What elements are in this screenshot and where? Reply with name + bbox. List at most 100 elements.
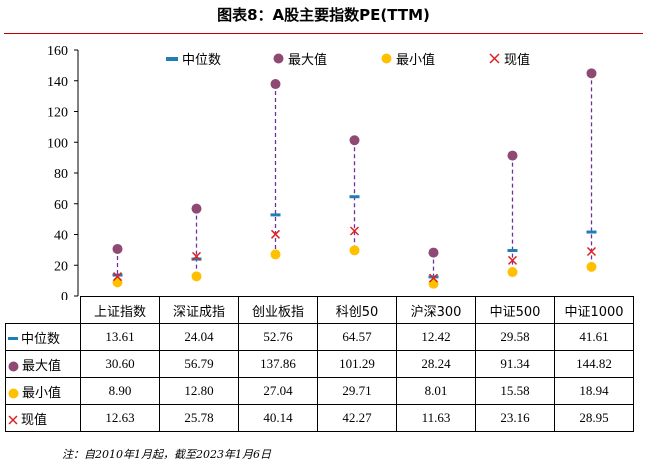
y-tick-label: 40 [54,229,68,244]
min-point [349,245,360,256]
table-row-max: 最大值 30.60 56.79 137.86 101.29 28.24 91.34 144.8… [5,350,634,378]
current-mark [112,272,123,282]
plot-area: 0 20 40 60 80 100 120 140 160 [47,44,597,300]
table-header: 沪深300 [396,296,476,324]
row-label-text: 现值 [21,412,48,428]
table-cell: 101.29 [317,350,397,378]
table-header: 中证500 [475,296,555,324]
y-tick-label: 60 [54,198,68,213]
table-cell: 28.24 [396,350,476,378]
table-cell: 15.58 [475,377,555,405]
row-label: 中位数 [5,323,81,351]
current-icon [8,413,21,428]
table-cell: 41.61 [554,323,634,351]
table-cell: 24.04 [159,323,239,351]
table-cell: 27.04 [238,377,318,405]
current-mark [586,246,597,257]
table-cell: 56.79 [159,350,239,378]
table-header: 创业板指 [238,296,318,324]
table-cell: 144.82 [554,350,634,378]
min-point [270,249,281,260]
table-header: 深证成指 [159,296,239,324]
median-mark [507,249,518,253]
row-label: 现值 [5,404,81,432]
max-point [112,243,123,254]
legend-label: 中位数 [182,53,222,68]
table-cell: 52.76 [238,323,318,351]
y-tick-label: 0 [61,290,68,300]
row-label-text: 最大值 [22,358,62,374]
legend-max: 最大值 [273,49,327,68]
row-label-text: 中位数 [21,331,61,347]
table-row-median: 中位数 13.61 24.04 52.76 64.57 12.42 29.58 41.61 [5,323,634,351]
table-cell: 23.16 [475,404,555,432]
table-cell: 25.78 [159,404,239,432]
legend-label: 最大值 [288,53,328,68]
row-label-text: 最小值 [22,385,62,401]
table-corner [6,297,81,324]
title-rule [4,33,643,34]
legend-current: 现值 [489,49,530,68]
table-row-current: 现值 12.63 25.78 40.14 42.27 11.63 23.16 28.95 [5,404,634,432]
table-header-row: 上证指数 深证成指 创业板指 科创50 沪深300 中证500 中证1000 [6,296,634,324]
footnote: 注：自2010年1月起，截至2023年1月6日 [62,448,271,461]
table-cell: 29.71 [317,377,397,405]
current-mark [507,255,518,265]
table-cell: 8.90 [80,377,160,405]
table-cell: 29.58 [475,323,555,351]
legend-median: 中位数 [166,49,221,68]
table-cell: 137.86 [238,350,318,378]
legend-label: 最小值 [396,53,436,68]
y-tick-label: 120 [47,106,68,121]
table-cell: 18.94 [554,377,634,405]
max-point [270,79,281,90]
median-mark [191,257,202,261]
data-table: 上证指数 深证成指 创业板指 科创50 沪深300 中证500 中证1000 中… [5,296,634,432]
max-point [586,68,597,79]
current-mark [270,229,281,239]
median-mark [586,230,597,234]
min-point [428,278,439,289]
legend-label: 现值 [504,53,531,68]
y-tick-label: 160 [47,44,68,59]
median-mark [428,275,439,279]
table-cell: 30.60 [80,350,160,378]
table-cell: 64.57 [317,323,397,351]
max-point [191,203,202,214]
table-cell: 12.42 [396,323,476,351]
min-icon [8,386,22,401]
table-cell: 28.95 [554,404,634,432]
median-mark [349,195,360,199]
table-cell: 40.14 [238,404,318,432]
min-point [507,267,518,278]
max-icon [8,359,22,374]
current-mark [349,226,360,236]
table-header: 上证指数 [80,296,160,324]
median-mark [270,213,281,217]
median-icon [8,332,21,347]
max-point [349,135,360,146]
table-cell: 12.80 [159,377,239,405]
max-point [507,150,518,161]
legend-min: 最小值 [381,49,435,68]
y-tick-label: 140 [47,75,68,90]
table-cell: 11.63 [396,404,476,432]
table-cell: 91.34 [475,350,555,378]
table-header: 科创50 [317,296,397,324]
current-mark [428,273,439,283]
table-header: 中证1000 [554,296,634,324]
chart-title: 图表8：A股主要指数PE(TTM) [217,6,430,24]
row-label: 最大值 [5,350,81,378]
table-cell: 42.27 [317,404,397,432]
y-tick-label: 100 [47,136,68,151]
row-label: 最小值 [5,377,81,405]
max-point [428,247,439,258]
min-point [586,261,597,272]
y-tick-label: 20 [54,259,68,274]
y-tick-label: 80 [54,167,68,182]
table-cell: 13.61 [80,323,160,351]
table-row-min: 最小值 8.90 12.80 27.04 29.71 8.01 15.58 18.94 [5,377,634,405]
current-mark [191,251,202,261]
min-point [191,271,202,282]
median-mark [112,273,123,277]
